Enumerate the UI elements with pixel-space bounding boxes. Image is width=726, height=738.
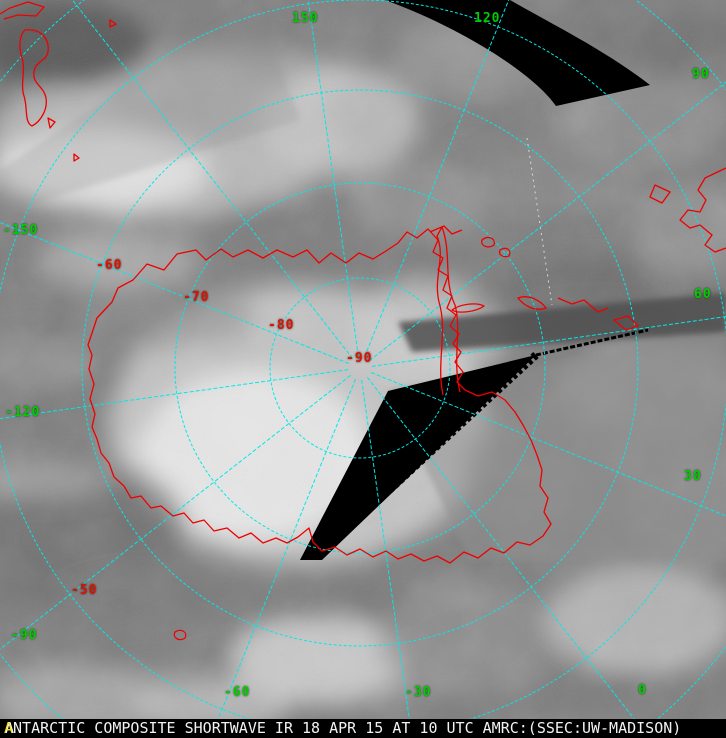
coastlines: [0, 1, 726, 641]
meridian-line--120: [0, 369, 349, 420]
meridian-line-120: [364, 0, 510, 358]
meridian-line-0: [366, 377, 650, 738]
longitude-label-150: 150: [292, 11, 319, 26]
coastline-antarctica: [87, 228, 552, 564]
missing-data-wedge-top: [385, 0, 650, 106]
meridian-line--90: [0, 374, 351, 650]
coastline-weddell-fragments: [429, 225, 639, 331]
caption-cursor[interactable]: A: [4, 719, 14, 737]
caption-text: NTARCTIC COMPOSITE SHORTWAVE IR 18 APR 1…: [13, 719, 682, 737]
latitude-label--70: -70: [183, 290, 210, 305]
longitude-label-30: 30: [684, 469, 702, 484]
longitude-label-120: 120: [474, 11, 501, 26]
meridian-line-30: [370, 372, 726, 517]
longitude-label-90: 90: [692, 67, 710, 82]
coastline-new-zealand: [0, 1, 56, 129]
meridian-line--150: [0, 222, 350, 364]
longitude-label--90: -90: [11, 628, 38, 643]
dotted-marker-line: [526, 137, 553, 306]
caption-bar: ANTARCTIC COMPOSITE SHORTWAVE IR 18 APR …: [0, 719, 726, 738]
meridian-line--60: [209, 378, 356, 738]
longitude-label-60: 60: [694, 287, 712, 302]
latitude-circle--60: [81, 89, 639, 647]
latitude-label--90: -90: [346, 351, 373, 366]
meridian-line-60: [371, 316, 726, 367]
coastline-south-america: [649, 167, 726, 253]
longitude-label--30: -30: [405, 685, 432, 700]
longitude-label--60: -60: [224, 685, 251, 700]
latitude-label--60: -60: [96, 258, 123, 273]
latitude-label--50: -50: [71, 583, 98, 598]
missing-data-regions: [300, 0, 650, 560]
meridian-line-180: [71, 0, 354, 359]
longitude-label-0: 0: [638, 683, 647, 698]
latitude-label--80: -80: [268, 318, 295, 333]
longitude-label--120: -120: [5, 405, 41, 420]
meridian-line-150: [307, 0, 359, 357]
meridian-line--30: [361, 379, 413, 738]
latitude-circle--80: [269, 277, 451, 459]
wedge-sliver: [535, 328, 649, 357]
latitude-circle--70: [174, 182, 546, 554]
coastline-peninsula-islands: [451, 236, 547, 313]
coastline-small-islands: [73, 19, 187, 641]
longitude-label--150: -150: [3, 223, 39, 238]
